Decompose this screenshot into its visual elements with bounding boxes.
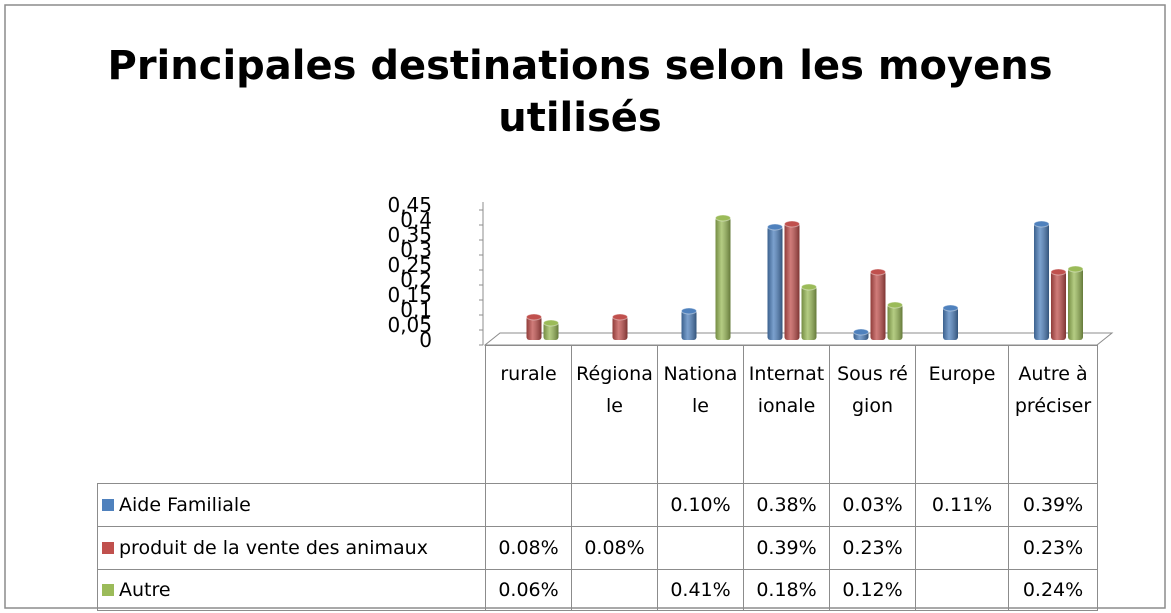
category-label: Régionale (571, 345, 658, 484)
bar-top (715, 214, 731, 222)
y-tick-label: 0,15 (387, 283, 432, 307)
value-label: 0.06% (485, 569, 572, 611)
y-tick-label: 0,45 (387, 193, 432, 217)
y-tick-label: 0,35 (387, 223, 432, 247)
value-label: 0.18% (743, 569, 830, 611)
bar-shade (681, 310, 697, 340)
y-tick-label: 0,25 (387, 253, 432, 277)
y-tick-label: 0,1 (400, 298, 432, 322)
bar-shade (870, 271, 886, 340)
value-label (915, 569, 1009, 611)
category-label: Internationale (743, 345, 830, 484)
bar-shade (1034, 223, 1049, 340)
bar-shade (612, 316, 628, 340)
bar-shade (801, 286, 817, 340)
value-label: 0.08% (485, 526, 572, 570)
blank-cell (97, 345, 486, 484)
value-label: 0.23% (1008, 526, 1098, 570)
bar-shade (715, 217, 731, 340)
bar-top (784, 220, 800, 228)
value-label: 0.41% (657, 569, 744, 611)
data-table: rurale Régionale Nationale Internationale So… (97, 345, 1098, 611)
bar-shade (1051, 271, 1066, 340)
value-label (571, 569, 658, 611)
legend-label: produit de la vente des animaux (119, 537, 428, 559)
bar-top (870, 268, 886, 276)
bar-shade (1068, 268, 1083, 340)
category-label: Europe (915, 345, 1009, 484)
legend-swatch (102, 499, 114, 511)
value-label: 0.03% (829, 483, 916, 527)
value-label: 0.12% (829, 569, 916, 611)
value-label (657, 526, 744, 570)
value-label (915, 526, 1009, 570)
series-row: produit de la vente des animaux 0.08% 0.08… (97, 526, 1098, 570)
value-label: 0.23% (829, 526, 916, 570)
value-label: 0.39% (1008, 483, 1098, 527)
series-row: Autre 0.06% 0.41% 0.18% 0.12% 0.24% (97, 569, 1098, 611)
legend-swatch (102, 542, 114, 554)
category-label: Autre à préciser (1008, 345, 1098, 484)
value-label: 0.08% (571, 526, 658, 570)
legend-label: Autre (119, 579, 171, 601)
value-label: 0.24% (1008, 569, 1098, 611)
bar-top (1067, 265, 1084, 273)
category-label: Nationale (657, 345, 744, 484)
value-label: 0.10% (657, 483, 744, 527)
legend-swatch (102, 584, 114, 596)
bar-top (526, 313, 542, 321)
y-tick-label: 0,05 (387, 313, 432, 337)
legend-entry: Aide Familiale (97, 483, 486, 527)
chart-title: Principales destinations selon les moyen… (107, 43, 1053, 141)
legend-entry: Autre (97, 569, 486, 611)
bar-top (887, 301, 903, 309)
bar-shade (887, 304, 903, 340)
y-tick-label: 0,4 (400, 208, 432, 232)
value-label (485, 483, 572, 527)
bar-top (801, 283, 817, 291)
value-label: 0.11% (915, 483, 1009, 527)
bar-shade (767, 226, 783, 340)
bar-top (543, 319, 559, 327)
bar-shade (943, 307, 958, 340)
value-label (571, 483, 658, 527)
category-label: Sous région (829, 345, 916, 484)
bar-shade (784, 223, 800, 340)
y-tick-label: 0,2 (400, 268, 432, 292)
bar-top (1050, 268, 1067, 276)
bar-shade (526, 316, 542, 340)
y-tick-label: 0,3 (400, 238, 432, 262)
header-row: rurale Régionale Nationale Internationale So… (97, 345, 1098, 484)
bar-top (612, 313, 628, 321)
category-label: rurale (485, 345, 572, 484)
value-label: 0.39% (743, 526, 830, 570)
value-label: 0.38% (743, 483, 830, 527)
bar-top (853, 328, 869, 336)
legend-entry: produit de la vente des animaux (97, 526, 486, 570)
bar-shade (543, 322, 559, 340)
bar-top (681, 307, 697, 315)
bar-top (767, 223, 783, 231)
bar-top (1033, 220, 1050, 228)
bar-top (942, 304, 959, 312)
legend-label: Aide Familiale (119, 494, 251, 516)
series-row: Aide Familiale 0.10% 0.38% 0.03% 0.11% 0.39% (97, 483, 1098, 527)
